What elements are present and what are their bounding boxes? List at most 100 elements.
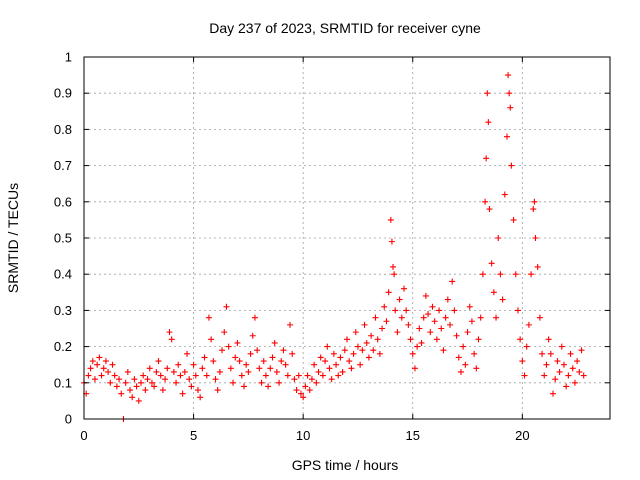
data-point xyxy=(262,372,269,379)
data-point xyxy=(273,368,280,375)
data-point xyxy=(166,329,173,336)
data-point xyxy=(473,365,480,372)
data-point xyxy=(291,376,298,383)
data-point xyxy=(416,325,423,332)
data-point xyxy=(304,372,311,379)
data-point xyxy=(372,314,379,321)
tick-labels: 00.10.20.30.40.50.60.70.80.910 5 10 15 20 xyxy=(54,50,530,444)
data-point xyxy=(505,72,512,79)
data-point xyxy=(190,361,197,368)
data-point xyxy=(376,350,383,357)
data-point xyxy=(457,368,464,375)
data-point xyxy=(127,387,134,394)
data-point xyxy=(436,307,443,314)
data-point xyxy=(197,394,204,401)
data-point xyxy=(293,387,300,394)
y-tick-label: 1 xyxy=(65,50,72,65)
data-point xyxy=(265,383,272,390)
data-point xyxy=(462,361,469,368)
data-point xyxy=(363,339,370,346)
data-point xyxy=(153,368,160,375)
data-point xyxy=(230,379,237,386)
data-point xyxy=(370,347,377,354)
data-point xyxy=(151,383,158,390)
data-point xyxy=(186,376,193,383)
data-point xyxy=(267,365,274,372)
data-point xyxy=(98,372,105,379)
data-point xyxy=(523,343,530,350)
data-point xyxy=(350,350,357,357)
data-point xyxy=(414,343,421,350)
data-point xyxy=(188,383,195,390)
data-point xyxy=(385,289,392,296)
data-point xyxy=(528,271,535,278)
data-point xyxy=(440,347,447,354)
data-point xyxy=(142,387,149,394)
data-point xyxy=(168,336,175,343)
data-point xyxy=(453,332,460,339)
data-point xyxy=(486,206,493,213)
data-point xyxy=(113,383,120,390)
grid-layer xyxy=(84,57,610,419)
data-point xyxy=(214,387,221,394)
data-point xyxy=(485,119,492,126)
data-point xyxy=(210,358,217,365)
y-tick-label: 0.8 xyxy=(54,122,72,137)
data-point xyxy=(302,383,309,390)
data-point xyxy=(405,321,412,328)
data-point xyxy=(216,368,223,375)
data-point xyxy=(311,361,318,368)
data-point xyxy=(403,307,410,314)
data-point xyxy=(308,376,315,383)
data-point xyxy=(431,318,438,325)
data-point xyxy=(388,238,395,245)
data-point xyxy=(545,336,552,343)
data-point xyxy=(427,329,434,336)
y-tick-label: 0.4 xyxy=(54,267,72,282)
data-point xyxy=(400,285,407,292)
chart-title: Day 237 of 2023, SRMTID for receiver cyn… xyxy=(209,20,481,36)
data-point xyxy=(100,365,107,372)
data-point xyxy=(381,303,388,310)
x-tick-label: 0 xyxy=(80,428,87,443)
data-point xyxy=(379,325,386,332)
data-point xyxy=(346,358,353,365)
data-point xyxy=(116,376,123,383)
data-point xyxy=(319,372,326,379)
data-point xyxy=(175,361,182,368)
data-point xyxy=(322,358,329,365)
data-point xyxy=(89,358,96,365)
data-point xyxy=(418,339,425,346)
data-point xyxy=(576,368,583,375)
data-point xyxy=(85,372,92,379)
data-point xyxy=(94,361,101,368)
data-point xyxy=(326,365,333,372)
data-point xyxy=(124,368,131,375)
data-point xyxy=(560,361,567,368)
data-point xyxy=(129,394,136,401)
data-point xyxy=(91,376,98,383)
data-point xyxy=(503,133,510,140)
y-tick-label: 0.3 xyxy=(54,303,72,318)
data-point xyxy=(374,336,381,343)
data-point xyxy=(425,311,432,318)
data-point xyxy=(541,372,548,379)
data-point xyxy=(269,354,276,361)
data-point xyxy=(420,314,427,321)
x-axis-title: GPS time / hours xyxy=(292,457,399,473)
data-point xyxy=(243,361,250,368)
data-point xyxy=(449,278,456,285)
data-point xyxy=(365,354,372,361)
data-point xyxy=(223,303,230,310)
data-point xyxy=(192,372,199,379)
data-point xyxy=(510,216,517,223)
data-point xyxy=(490,289,497,296)
data-point xyxy=(547,350,554,357)
data-point xyxy=(411,365,418,372)
data-point xyxy=(394,329,401,336)
data-point xyxy=(468,318,475,325)
data-point xyxy=(506,90,513,97)
data-point xyxy=(87,365,94,372)
data-point xyxy=(558,343,565,350)
data-point xyxy=(184,350,191,357)
